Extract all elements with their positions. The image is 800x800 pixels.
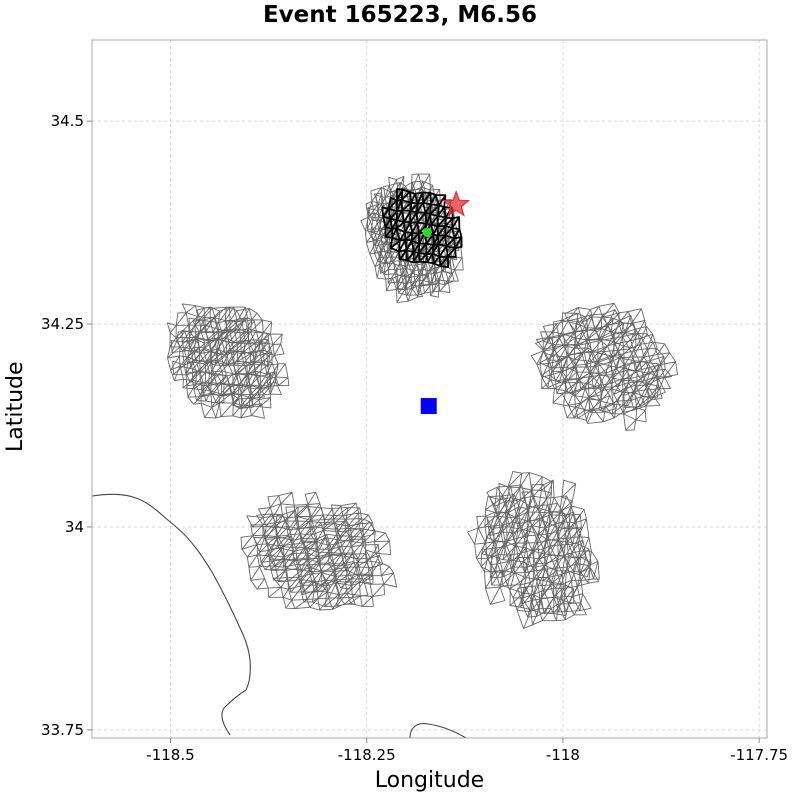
x-tick-label: -117.75 — [730, 746, 788, 764]
centroid-marker — [422, 227, 432, 237]
y-tick-label: 34 — [65, 518, 84, 536]
coastline-island — [409, 723, 467, 738]
y-axis-label: Latitude — [3, 361, 28, 452]
y-tick-label: 34.5 — [51, 112, 84, 130]
fault-meshes — [166, 173, 678, 629]
site-square-marker — [420, 398, 437, 415]
mesh-layer — [240, 509, 374, 611]
fault-mesh-southwest — [240, 491, 398, 611]
y-tick-label: 34.25 — [41, 315, 84, 333]
x-tick-label: -118.25 — [338, 746, 396, 764]
x-axis-label: Longitude — [374, 768, 485, 793]
chart-title: Event 165223, M6.56 — [262, 2, 538, 28]
y-tick-label: 33.75 — [41, 721, 84, 739]
axis-ticks: -118.5 -118.25 -118 -117.75 33.75 34 34.25 34.5 — [41, 112, 788, 764]
x-tick-label: -118.5 — [146, 746, 194, 764]
fault-mesh-east — [530, 302, 678, 431]
coastline — [92, 493, 251, 736]
fault-mesh-west — [166, 303, 290, 419]
mesh-layer — [246, 491, 384, 593]
x-tick-label: -118 — [546, 746, 580, 764]
mesh-layer — [170, 316, 282, 419]
event-markers — [420, 190, 471, 415]
plot-frame — [91, 39, 768, 739]
mesh-layer — [483, 479, 600, 618]
grid-lines — [92, 40, 767, 738]
mesh-layer — [539, 312, 659, 431]
mesh-layer — [381, 188, 463, 268]
hypocenter-star-icon — [442, 190, 471, 217]
fault-mesh-southeast — [467, 471, 600, 629]
rupture-mesh — [381, 188, 463, 268]
coastline-layer — [92, 493, 467, 738]
